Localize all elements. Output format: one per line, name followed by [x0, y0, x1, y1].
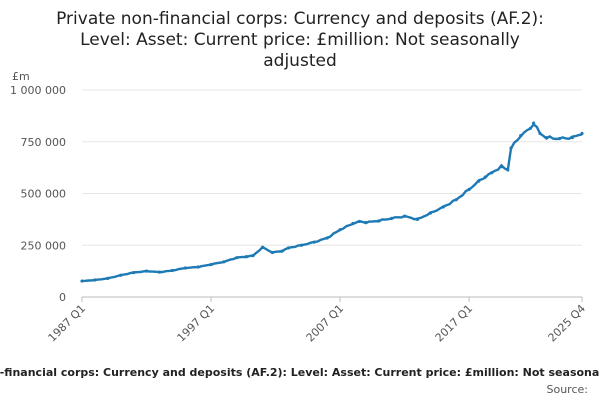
data-point [312, 240, 316, 244]
data-point [280, 249, 284, 253]
data-point [538, 131, 542, 136]
y-tick-label: 750 000 [21, 136, 67, 149]
data-point [428, 211, 432, 215]
series-line [81, 122, 583, 283]
data-point [570, 136, 574, 140]
chart-title-line: Level: Asset: Current price: £million: N… [80, 30, 520, 50]
data-point [357, 219, 362, 224]
data-point [580, 131, 584, 136]
data-point [93, 278, 97, 282]
data-point [235, 256, 239, 260]
data-point [557, 137, 562, 141]
series-points [80, 121, 584, 283]
y-axis-label: £m [12, 70, 30, 83]
data-point [261, 245, 265, 249]
data-point [119, 273, 123, 277]
y-tick-label: 500 000 [21, 188, 67, 201]
x-tick-label: 2025 Q4 [546, 302, 589, 345]
data-point [80, 279, 84, 283]
data-point [490, 171, 494, 175]
legend-text: Private non-financial corps: Currency an… [0, 366, 600, 379]
data-point [106, 276, 110, 280]
y-axis-ticks: 0 250 000 500 000 750 000 1 000 000 [10, 84, 66, 304]
data-point [144, 269, 149, 273]
data-point [244, 255, 249, 259]
x-tick-label: 2017 Q1 [433, 302, 476, 345]
data-point [222, 260, 226, 264]
data-point [483, 175, 487, 179]
data-point [390, 216, 394, 220]
chart-title: Private non-financial corps: Currency an… [56, 9, 544, 71]
data-point [402, 214, 407, 218]
source-label: Source: [547, 383, 589, 396]
gridlines [82, 89, 582, 298]
data-point [270, 250, 274, 255]
data-point [286, 246, 291, 250]
data-point [528, 126, 532, 130]
data-point [170, 268, 174, 273]
data-point [132, 270, 136, 275]
data-point [477, 179, 481, 183]
data-point [351, 221, 355, 226]
data-point [338, 228, 342, 232]
data-point [183, 266, 187, 270]
data-point [209, 262, 213, 267]
y-tick-label: 1 000 000 [10, 84, 66, 97]
data-point [454, 198, 458, 202]
chart-title-line: adjusted [263, 51, 336, 71]
y-tick-label: 0 [59, 291, 66, 304]
y-tick-label: 250 000 [21, 239, 67, 252]
data-point [441, 205, 445, 209]
data-point [519, 133, 523, 138]
x-tick-label: 1997 Q1 [175, 302, 218, 345]
chart-title-line: Private non-financial corps: Currency an… [56, 9, 544, 29]
data-point [509, 146, 513, 150]
data-point [499, 164, 503, 169]
data-point [467, 187, 471, 191]
data-point [325, 236, 329, 240]
x-tick-label: 1987 Q1 [46, 302, 89, 345]
data-point [544, 136, 549, 140]
data-point [196, 265, 200, 269]
x-tick-label: 2007 Q1 [304, 302, 347, 345]
data-point [415, 217, 420, 221]
data-point [157, 270, 162, 274]
data-point [364, 220, 368, 225]
data-point [251, 254, 255, 258]
data-point [377, 219, 381, 223]
x-axis-ticks: 1987 Q1 1997 Q1 2007 Q1 2017 Q1 2025 Q4 [46, 297, 589, 345]
data-point [532, 121, 536, 125]
data-point [506, 168, 510, 172]
data-point [299, 243, 303, 247]
